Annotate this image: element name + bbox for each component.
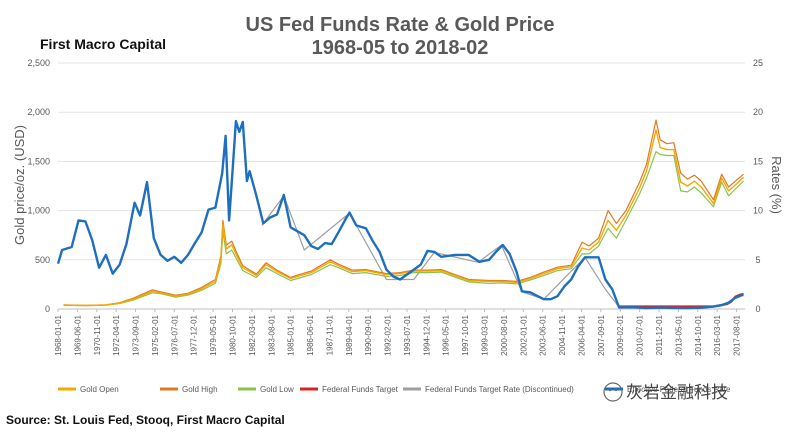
wechat-icon	[603, 382, 623, 402]
y-tick-left: 2,000	[27, 107, 50, 117]
x-tick-label: 2017-08-01	[733, 314, 742, 355]
x-tick-label: 1985-01-01	[287, 314, 296, 355]
x-tick-label: 2011-12-01	[655, 314, 664, 355]
x-tick-label: 2003-06-01	[539, 314, 548, 355]
x-tick-label: 1992-02-01	[384, 314, 393, 355]
x-tick-label: 1993-07-01	[403, 314, 412, 355]
x-tick-label: 2007-09-01	[597, 314, 606, 355]
x-tick-label: 1982-03-01	[248, 314, 257, 355]
legend: Gold Open Gold High Gold Low Federal Funds …	[58, 385, 731, 394]
y-tick-right: 15	[753, 156, 763, 166]
series-line-effective-federal-funds-rate	[56, 119, 744, 310]
x-tick-label: 1976-07-01	[170, 314, 179, 355]
x-tick-label: 1990-09-01	[364, 314, 373, 355]
right-axis-ticks: 0 5 10 15 20 25	[753, 58, 763, 314]
y-tick-right: 20	[753, 107, 763, 117]
x-tick-label: 2004-11-01	[558, 314, 567, 355]
x-tick-label: 1970-11-01	[93, 314, 102, 355]
x-tick-label: 1986-06-01	[306, 314, 315, 355]
x-tick-label: 2016-03-01	[713, 314, 722, 355]
x-tick-label: 1996-05-01	[442, 314, 451, 355]
x-tick-label: 1987-11-01	[325, 314, 334, 355]
x-tick-label: 2014-10-01	[694, 314, 703, 355]
y-tick-right: 10	[753, 206, 763, 216]
x-tick-label: 1972-04-01	[112, 314, 121, 355]
y-tick-left: 1,500	[27, 156, 50, 166]
y-tick-right: 25	[753, 58, 763, 68]
x-tick-label: 1968-01-01	[54, 314, 63, 355]
watermark-text: 灰岩金融科技	[626, 383, 728, 402]
x-tick-label: 1997-10-01	[461, 314, 470, 355]
y-tick-right: 5	[755, 255, 760, 265]
chart-subtitle: 1968-05 to 2018-02	[312, 37, 489, 59]
wechat-icon-dot	[608, 388, 612, 392]
legend-label: Gold Low	[260, 385, 294, 394]
series-line-gold-open	[63, 129, 745, 307]
x-tick-label: 1969-06-01	[73, 314, 82, 355]
x-tick-label: 2010-07-01	[636, 314, 645, 355]
series-line-federal-funds-target-rate-discontinued	[261, 195, 619, 307]
x-tick-label: 1994-12-01	[422, 314, 431, 355]
brand-label: First Macro Capital	[40, 36, 166, 52]
x-tick-label: 2013-05-01	[674, 314, 683, 355]
chart-title: US Fed Funds Rate & Gold Price	[246, 14, 555, 36]
legend-label: Federal Funds Target Rate (Discontinued)	[425, 385, 574, 394]
x-tick-label: 2006-04-01	[577, 314, 586, 355]
legend-label: Gold Open	[80, 385, 119, 394]
y-tick-left: 500	[35, 255, 50, 265]
x-tick-label: 1977-12-01	[190, 314, 199, 355]
y-axis-label-right: Rates (%)	[769, 156, 784, 214]
y-tick-left: 0	[45, 304, 50, 314]
watermark: 灰岩金融科技	[603, 382, 728, 402]
y-axis-label-left: Gold price/oz. (USD)	[12, 125, 27, 245]
y-tick-left: 2,500	[27, 58, 50, 68]
x-tick-label: 1989-04-01	[345, 314, 354, 355]
x-tick-label: 2000-08-01	[500, 314, 509, 355]
legend-label: Federal Funds Target	[322, 385, 399, 394]
x-tick-label: 1973-09-01	[132, 314, 141, 355]
series-lines	[56, 119, 745, 310]
x-tick-label: 1980-10-01	[228, 314, 237, 355]
gridlines	[58, 62, 745, 310]
x-tick-label: 2002-01-01	[519, 314, 528, 355]
x-axis-ticks: 1968-01-01 1969-06-01 1970-11-01 1972-04-01…	[54, 309, 742, 356]
y-tick-right: 0	[755, 304, 760, 314]
x-tick-label: 1975-02-01	[151, 314, 160, 355]
x-tick-label: 1999-03-01	[481, 314, 490, 355]
wechat-icon-dot	[614, 388, 618, 392]
y-tick-left: 1,000	[27, 206, 50, 216]
legend-label: Effective Federal Funds Rate	[627, 385, 731, 394]
x-tick-label: 2009-02-01	[616, 314, 625, 355]
series-line-gold-low	[63, 151, 745, 307]
source-note: Source: St. Louis Fed, Stooq, First Macr…	[6, 413, 285, 427]
legend-label: Gold High	[182, 385, 218, 394]
x-tick-label: 1983-08-01	[267, 314, 276, 355]
x-tick-label: 1979-05-01	[209, 314, 218, 355]
left-axis-ticks: 0 500 1,000 1,500 2,000 2,500	[27, 58, 50, 314]
